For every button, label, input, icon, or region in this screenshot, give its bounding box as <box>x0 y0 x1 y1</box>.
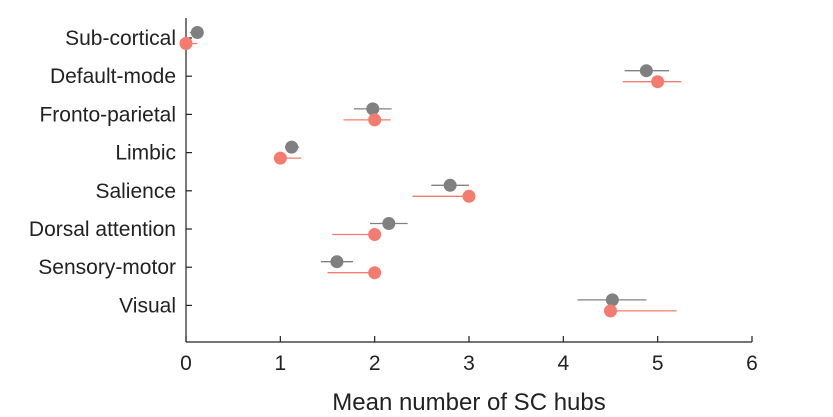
point-s0-4 <box>443 178 457 192</box>
x-axis: 0 1 2 3 4 5 6 <box>180 18 758 375</box>
point-s0-2 <box>366 102 380 116</box>
x-tick-label: 1 <box>274 352 286 375</box>
point-s1-5 <box>368 228 382 241</box>
point-s0-1 <box>639 64 653 78</box>
point-s1-7 <box>604 304 617 318</box>
point-s1-4 <box>462 189 476 203</box>
category-label: Default-mode <box>50 65 176 88</box>
point-s0-5 <box>382 217 396 230</box>
category-label: Dorsal attention <box>29 218 176 241</box>
point-s0-3 <box>285 140 299 154</box>
point-s0-7 <box>605 293 619 307</box>
point-s1-1 <box>651 75 665 89</box>
x-tick-label: 2 <box>369 352 381 375</box>
category-labels: Sub-cortical Default-mode Fronto-parietal L… <box>29 27 176 317</box>
point-s1-2 <box>368 113 382 127</box>
point-s1-3 <box>273 151 287 165</box>
category-label: Sub-cortical <box>65 27 176 50</box>
x-tick-label: 5 <box>652 352 664 375</box>
x-tick-label: 0 <box>180 352 192 375</box>
point-s0-6 <box>330 255 344 269</box>
category-label: Visual <box>119 294 176 317</box>
x-axis-title: Mean number of SC hubs <box>332 389 605 416</box>
x-tick-label: 3 <box>463 352 475 375</box>
category-label: Fronto-parietal <box>39 103 176 126</box>
point-s1-6 <box>368 266 382 280</box>
point-s1-0 <box>179 37 193 50</box>
category-label: Sensory-motor <box>38 256 176 279</box>
x-tick-label: 4 <box>557 352 569 375</box>
category-label: Salience <box>95 180 176 203</box>
x-tick-label: 6 <box>746 352 758 375</box>
category-label: Limbic <box>115 142 176 165</box>
data-marks <box>179 26 682 318</box>
point-s0-0 <box>190 26 204 39</box>
